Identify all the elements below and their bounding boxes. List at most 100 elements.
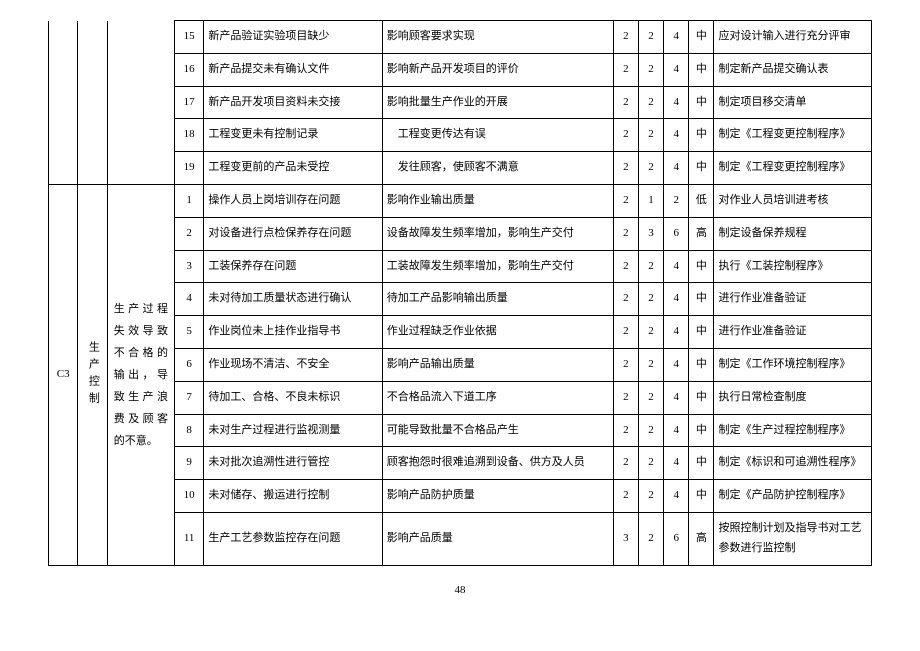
row-s1: 2 [613, 283, 638, 316]
row-issue: 生产工艺参数监控存在问题 [204, 512, 382, 565]
row-num: 6 [174, 348, 203, 381]
row-num: 19 [174, 152, 203, 185]
row-s3: 4 [664, 152, 689, 185]
row-s3: 4 [664, 283, 689, 316]
row-s2: 1 [638, 184, 663, 217]
page-number: 48 [48, 584, 872, 596]
row-s3: 4 [664, 250, 689, 283]
row-action: 进行作业准备验证 [714, 316, 872, 349]
row-impact: 不合格品流入下道工序 [382, 381, 613, 414]
row-level: 中 [689, 250, 714, 283]
row-action: 制定设备保养规程 [714, 217, 872, 250]
row-s3: 4 [664, 348, 689, 381]
row-num: 2 [174, 217, 203, 250]
row-s1: 2 [613, 381, 638, 414]
row-action: 执行《工装控制程序》 [714, 250, 872, 283]
row-num: 9 [174, 447, 203, 480]
row-impact: 待加工产品影响输出质量 [382, 283, 613, 316]
section-category-text: 生产控制 [84, 341, 102, 409]
row-s2: 2 [638, 119, 663, 152]
row-action: 按照控制计划及指导书对工艺参数进行监控制 [714, 512, 872, 565]
row-impact: 影响产品防护质量 [382, 480, 613, 513]
row-issue: 工程变更前的产品未受控 [204, 152, 382, 185]
row-issue: 未对储存、搬运进行控制 [204, 480, 382, 513]
row-level: 低 [689, 184, 714, 217]
row-level: 高 [689, 512, 714, 565]
row-impact: 影响顾客要求实现 [382, 21, 613, 54]
row-level: 中 [689, 414, 714, 447]
row-s3: 4 [664, 447, 689, 480]
row-num: 17 [174, 86, 203, 119]
row-s3: 4 [664, 480, 689, 513]
row-num: 4 [174, 283, 203, 316]
row-issue: 对设备进行点检保养存在问题 [204, 217, 382, 250]
row-action: 制定《工作环境控制程序》 [714, 348, 872, 381]
row-issue: 未对生产过程进行监视测量 [204, 414, 382, 447]
row-s1: 2 [613, 152, 638, 185]
row-s3: 4 [664, 316, 689, 349]
row-action: 对作业人员培训进考核 [714, 184, 872, 217]
row-impact: 影响作业输出质量 [382, 184, 613, 217]
row-num: 18 [174, 119, 203, 152]
row-level: 中 [689, 152, 714, 185]
row-action: 制定新产品提交确认表 [714, 53, 872, 86]
row-s3: 6 [664, 512, 689, 565]
row-s2: 2 [638, 480, 663, 513]
row-s1: 2 [613, 21, 638, 54]
row-action: 制定《生产过程控制程序》 [714, 414, 872, 447]
row-action: 制定项目移交清单 [714, 86, 872, 119]
row-level: 中 [689, 283, 714, 316]
row-s1: 2 [613, 250, 638, 283]
section-category: 生产控制 [78, 184, 107, 565]
row-impact: 影响新产品开发项目的评价 [382, 53, 613, 86]
row-impact: 可能导致批量不合格品产生 [382, 414, 613, 447]
row-s2: 2 [638, 447, 663, 480]
row-num: 15 [174, 21, 203, 54]
row-issue: 新产品提交未有确认文件 [204, 53, 382, 86]
section-code: C3 [49, 184, 78, 565]
row-s3: 6 [664, 217, 689, 250]
row-num: 11 [174, 512, 203, 565]
row-level: 中 [689, 53, 714, 86]
row-issue: 作业现场不清洁、不安全 [204, 348, 382, 381]
row-s1: 2 [613, 119, 638, 152]
row-s3: 4 [664, 381, 689, 414]
row-s2: 2 [638, 512, 663, 565]
row-impact: 影响批量生产作业的开展 [382, 86, 613, 119]
prev-code-cell [49, 21, 78, 185]
row-impact: 影响产品输出质量 [382, 348, 613, 381]
row-s2: 2 [638, 381, 663, 414]
row-s2: 2 [638, 250, 663, 283]
row-issue: 工程变更未有控制记录 [204, 119, 382, 152]
row-action: 制定《工程变更控制程序》 [714, 152, 872, 185]
row-level: 中 [689, 480, 714, 513]
row-impact: 作业过程缺乏作业依据 [382, 316, 613, 349]
row-issue: 未对待加工质量状态进行确认 [204, 283, 382, 316]
row-s1: 2 [613, 184, 638, 217]
risk-table: 15 新产品验证实验项目缺少 影响顾客要求实现 2 2 4 中 应对设计输入进行… [48, 20, 872, 566]
row-s3: 4 [664, 414, 689, 447]
row-s2: 2 [638, 414, 663, 447]
row-s3: 4 [664, 21, 689, 54]
row-num: 1 [174, 184, 203, 217]
row-s1: 2 [613, 414, 638, 447]
row-level: 高 [689, 217, 714, 250]
row-num: 10 [174, 480, 203, 513]
row-s2: 2 [638, 152, 663, 185]
row-level: 中 [689, 21, 714, 54]
prev-desc-cell [107, 21, 174, 185]
row-s1: 2 [613, 86, 638, 119]
row-action: 执行日常检查制度 [714, 381, 872, 414]
row-action: 制定《产品防护控制程序》 [714, 480, 872, 513]
row-issue: 未对批次追溯性进行管控 [204, 447, 382, 480]
row-level: 中 [689, 447, 714, 480]
row-impact: 发往顾客，使顾客不满意 [382, 152, 613, 185]
row-s2: 2 [638, 21, 663, 54]
row-issue: 操作人员上岗培训存在问题 [204, 184, 382, 217]
row-num: 8 [174, 414, 203, 447]
row-level: 中 [689, 86, 714, 119]
row-issue: 作业岗位未上挂作业指导书 [204, 316, 382, 349]
row-num: 3 [174, 250, 203, 283]
row-impact: 顾客抱怨时很难追溯到设备、供方及人员 [382, 447, 613, 480]
row-s2: 2 [638, 53, 663, 86]
